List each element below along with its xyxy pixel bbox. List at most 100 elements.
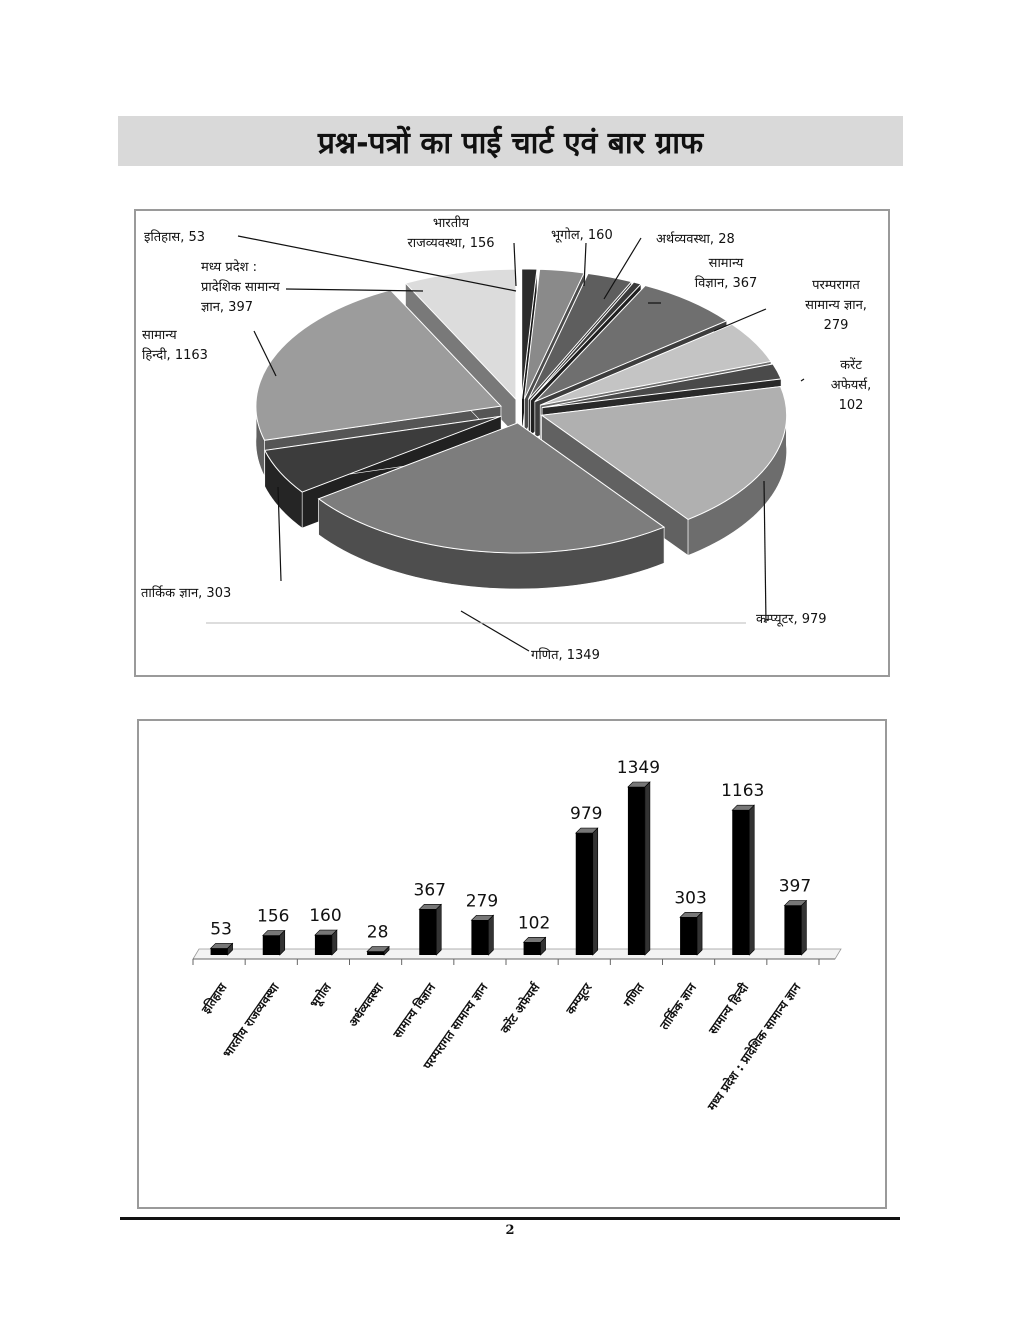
pie-label-text: अफेयर्स, bbox=[831, 377, 871, 393]
pie-leader-line bbox=[583, 242, 587, 287]
footer-rule bbox=[120, 1217, 900, 1220]
bar-front bbox=[784, 905, 802, 955]
pie-slice-top bbox=[521, 268, 538, 399]
pie-label: तार्किक ज्ञान, 303 bbox=[141, 486, 282, 601]
bar-category-label: गणित bbox=[620, 980, 647, 1011]
bar-category-label: करेंट अफेयर्स bbox=[497, 980, 543, 1037]
pie-slice-top bbox=[317, 422, 666, 554]
bar bbox=[679, 911, 703, 956]
title-banner: प्रश्न-पत्रों का पाई चार्ट एवं बार ग्राफ bbox=[118, 116, 903, 166]
pie-leader-line bbox=[277, 486, 282, 582]
pie-label: करेंट अफेयर्स, 102 bbox=[800, 357, 871, 413]
bar-category-label: मध्य प्रदेश : प्रादेशिक सामान्य ज्ञान bbox=[704, 980, 804, 1114]
bar-category-label: इतिहास bbox=[198, 980, 230, 1017]
bar-category-label: अर्थव्यवस्था bbox=[346, 980, 387, 1030]
bar-category-label: तार्किक ज्ञान bbox=[657, 980, 700, 1033]
pie-label-text: परम्परागत bbox=[812, 278, 860, 293]
bar-side bbox=[748, 804, 755, 956]
bar-value-label: 156 bbox=[257, 907, 289, 927]
pie-slice-top bbox=[530, 281, 642, 401]
bar-value-label: 279 bbox=[466, 891, 498, 911]
bar bbox=[575, 827, 599, 956]
pie-leader-line bbox=[513, 242, 517, 287]
pie-label-text: करेंट bbox=[840, 357, 862, 373]
bar-front bbox=[314, 935, 332, 955]
bar-value-label: 160 bbox=[309, 906, 341, 926]
bar-front bbox=[367, 951, 385, 955]
pie-label-text: 102 bbox=[839, 398, 864, 413]
bar-side bbox=[331, 929, 338, 956]
bar-value-label: 102 bbox=[518, 913, 550, 933]
pie-label-text: कम्प्यूटर, 979 bbox=[756, 612, 827, 627]
pie-leader-line bbox=[460, 610, 530, 652]
bar-value-label: 979 bbox=[570, 804, 602, 824]
bar bbox=[627, 781, 651, 956]
bar-category-label: सामान्य विज्ञान bbox=[390, 980, 439, 1042]
pie-label-text: ज्ञान, 397 bbox=[201, 300, 253, 315]
bar bbox=[470, 914, 495, 956]
bar-front bbox=[419, 909, 437, 955]
bar-value-label: 28 bbox=[367, 923, 389, 943]
pie-chart-panel: इतिहास, 53 भारतीय राजव्यवस्था, 156 भूगोल, 1… bbox=[134, 209, 890, 677]
bar bbox=[731, 804, 755, 956]
pie-slice-top bbox=[255, 289, 502, 441]
pie-leader-line bbox=[603, 237, 642, 300]
bar-front bbox=[575, 833, 593, 955]
pie-leader-line bbox=[253, 330, 277, 377]
pie-label-text: सामान्य bbox=[142, 328, 177, 343]
bar bbox=[209, 942, 234, 956]
bar-front bbox=[471, 920, 489, 955]
bar-side bbox=[592, 827, 599, 956]
pie-label-text: भूगोल, 160 bbox=[551, 227, 613, 243]
bar-front bbox=[627, 787, 645, 955]
bar-front bbox=[523, 942, 541, 955]
bar-value-label: 367 bbox=[414, 880, 446, 900]
pie-label-text: इतिहास, 53 bbox=[144, 229, 205, 245]
pie-label: मध्य प्रदेश : प्रादेशिक सामान्य ज्ञान, 397 bbox=[201, 259, 424, 315]
bar-side bbox=[696, 911, 703, 956]
bar-front bbox=[680, 917, 698, 955]
bar-front bbox=[732, 810, 750, 955]
bar bbox=[418, 903, 442, 956]
pie-label: सामान्य हिन्दी, 1163 bbox=[142, 328, 277, 377]
pie-label-text: भारतीय bbox=[433, 215, 470, 231]
pie-slice-top bbox=[540, 385, 788, 520]
pie-chart: इतिहास, 53 भारतीय राजव्यवस्था, 156 भूगोल, 1… bbox=[141, 215, 871, 663]
bar-front bbox=[210, 948, 228, 955]
pie-leader-line bbox=[800, 378, 805, 382]
bar-value-label: 397 bbox=[779, 877, 811, 897]
bar bbox=[314, 929, 338, 956]
pie-slice-top bbox=[540, 323, 772, 406]
bar bbox=[366, 945, 390, 956]
bar-value-label: 1349 bbox=[617, 758, 660, 778]
pie-label-text: अर्थव्यवस्था, 28 bbox=[656, 231, 735, 247]
bar-category-label: सामान्य हिन्दी bbox=[705, 980, 751, 1038]
pie-label-text: सामान्य bbox=[709, 256, 744, 271]
bar-value-label: 1163 bbox=[721, 781, 764, 801]
bar-chart: 53 इतिहास 156 भारतीय राजव्यवस्था 160 भूगोल 28 अ… bbox=[192, 758, 842, 1114]
bar-side bbox=[435, 903, 442, 956]
bar-side bbox=[644, 781, 651, 956]
pie-leader-line bbox=[713, 308, 767, 332]
pie-label-text: तार्किक ज्ञान, 303 bbox=[141, 585, 231, 601]
pie-label: इतिहास, 53 bbox=[144, 229, 517, 292]
page-title: प्रश्न-पत्रों का पाई चार्ट एवं बार ग्राफ bbox=[317, 125, 704, 161]
pie-slice-top bbox=[534, 285, 728, 403]
pie-label-text: मध्य प्रदेश : bbox=[201, 259, 257, 275]
pie-leader-line bbox=[237, 235, 517, 292]
bar-value-label: 303 bbox=[674, 888, 706, 908]
bar-category-label: कम्प्यूटर bbox=[563, 980, 596, 1019]
pie-label-text: सामान्य ज्ञान, bbox=[805, 298, 867, 313]
bar bbox=[522, 936, 547, 956]
pie-label-text: 279 bbox=[824, 318, 849, 333]
bar-front bbox=[262, 935, 280, 955]
pie-slice-top bbox=[263, 415, 502, 493]
pie-leader-line bbox=[763, 480, 767, 624]
pie-slice-top bbox=[404, 268, 517, 401]
pie-label-text: विज्ञान, 367 bbox=[695, 275, 758, 291]
pie-label-text: राजव्यवस्था, 156 bbox=[407, 236, 494, 251]
pie-label: गणित, 1349 bbox=[460, 610, 600, 663]
pie-label-text: हिन्दी, 1163 bbox=[142, 347, 208, 363]
pie-label: कम्प्यूटर, 979 bbox=[756, 480, 827, 627]
page-number: 2 bbox=[505, 1223, 515, 1238]
